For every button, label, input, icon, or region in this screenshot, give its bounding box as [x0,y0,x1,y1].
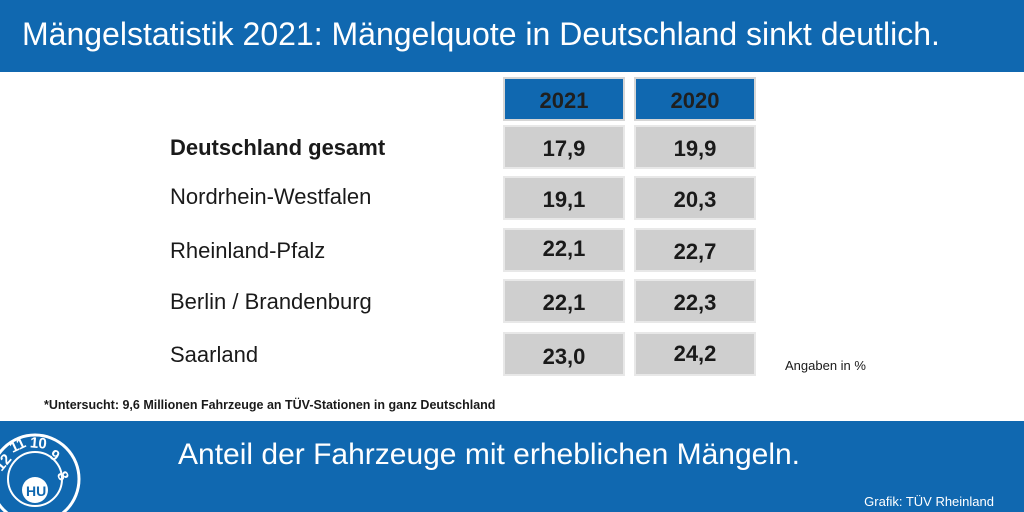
cell-berlin-brandenburg-2021: 22,1 [503,279,625,323]
column-header-2021: 2021 [503,77,625,121]
cell-nrw-2020: 20,3 [634,176,756,220]
cell-nrw-2021: 19,1 [503,176,625,220]
source-credit: Grafik: TÜV Rheinland [864,494,994,509]
seal-number-9: 9 [46,446,63,465]
cell-rlp-2020: 22,7 [634,228,756,272]
row-label-rlp: Rheinland-Pfalz [170,238,326,263]
cell-deutschland-2021: 17,9 [503,125,625,169]
row-label-nrw: Nordrhein-Westfalen [170,184,372,209]
cell-deutschland-2020: 19,9 [634,125,756,169]
cell-rlp-2021: 22,1 [503,228,625,272]
row-label-deutschland: Deutschland gesamt [170,135,386,160]
unit-note: Angaben in % [785,358,866,373]
seal-number-11: 11 [7,435,29,457]
column-header-2020: 2020 [634,77,756,121]
subtitle-banner: Anteil der Fahrzeuge mit erheblichen Män… [0,421,1024,512]
footnote: *Untersucht: 9,6 Millionen Fahrzeuge an … [44,398,496,412]
chart-title: Mängelstatistik 2021: Mängelquote in Deu… [22,16,940,52]
cell-berlin-brandenburg-2020: 22,3 [634,279,756,323]
title-banner: Mängelstatistik 2021: Mängelquote in Deu… [0,0,1024,72]
row-label-saarland: Saarland [170,342,259,367]
seal-number-10: 10 [29,434,47,452]
hu-inspection-seal-icon: 12 11 10 9 8 HU [0,433,81,512]
row-label-berlin-brandenburg: Berlin / Brandenburg [170,289,372,314]
cell-saarland-2021: 23,0 [503,332,625,376]
cell-saarland-2020: 24,2 [634,332,756,376]
seal-hu-label: HU [26,483,46,499]
chart-subtitle: Anteil der Fahrzeuge mit erheblichen Män… [178,438,801,471]
